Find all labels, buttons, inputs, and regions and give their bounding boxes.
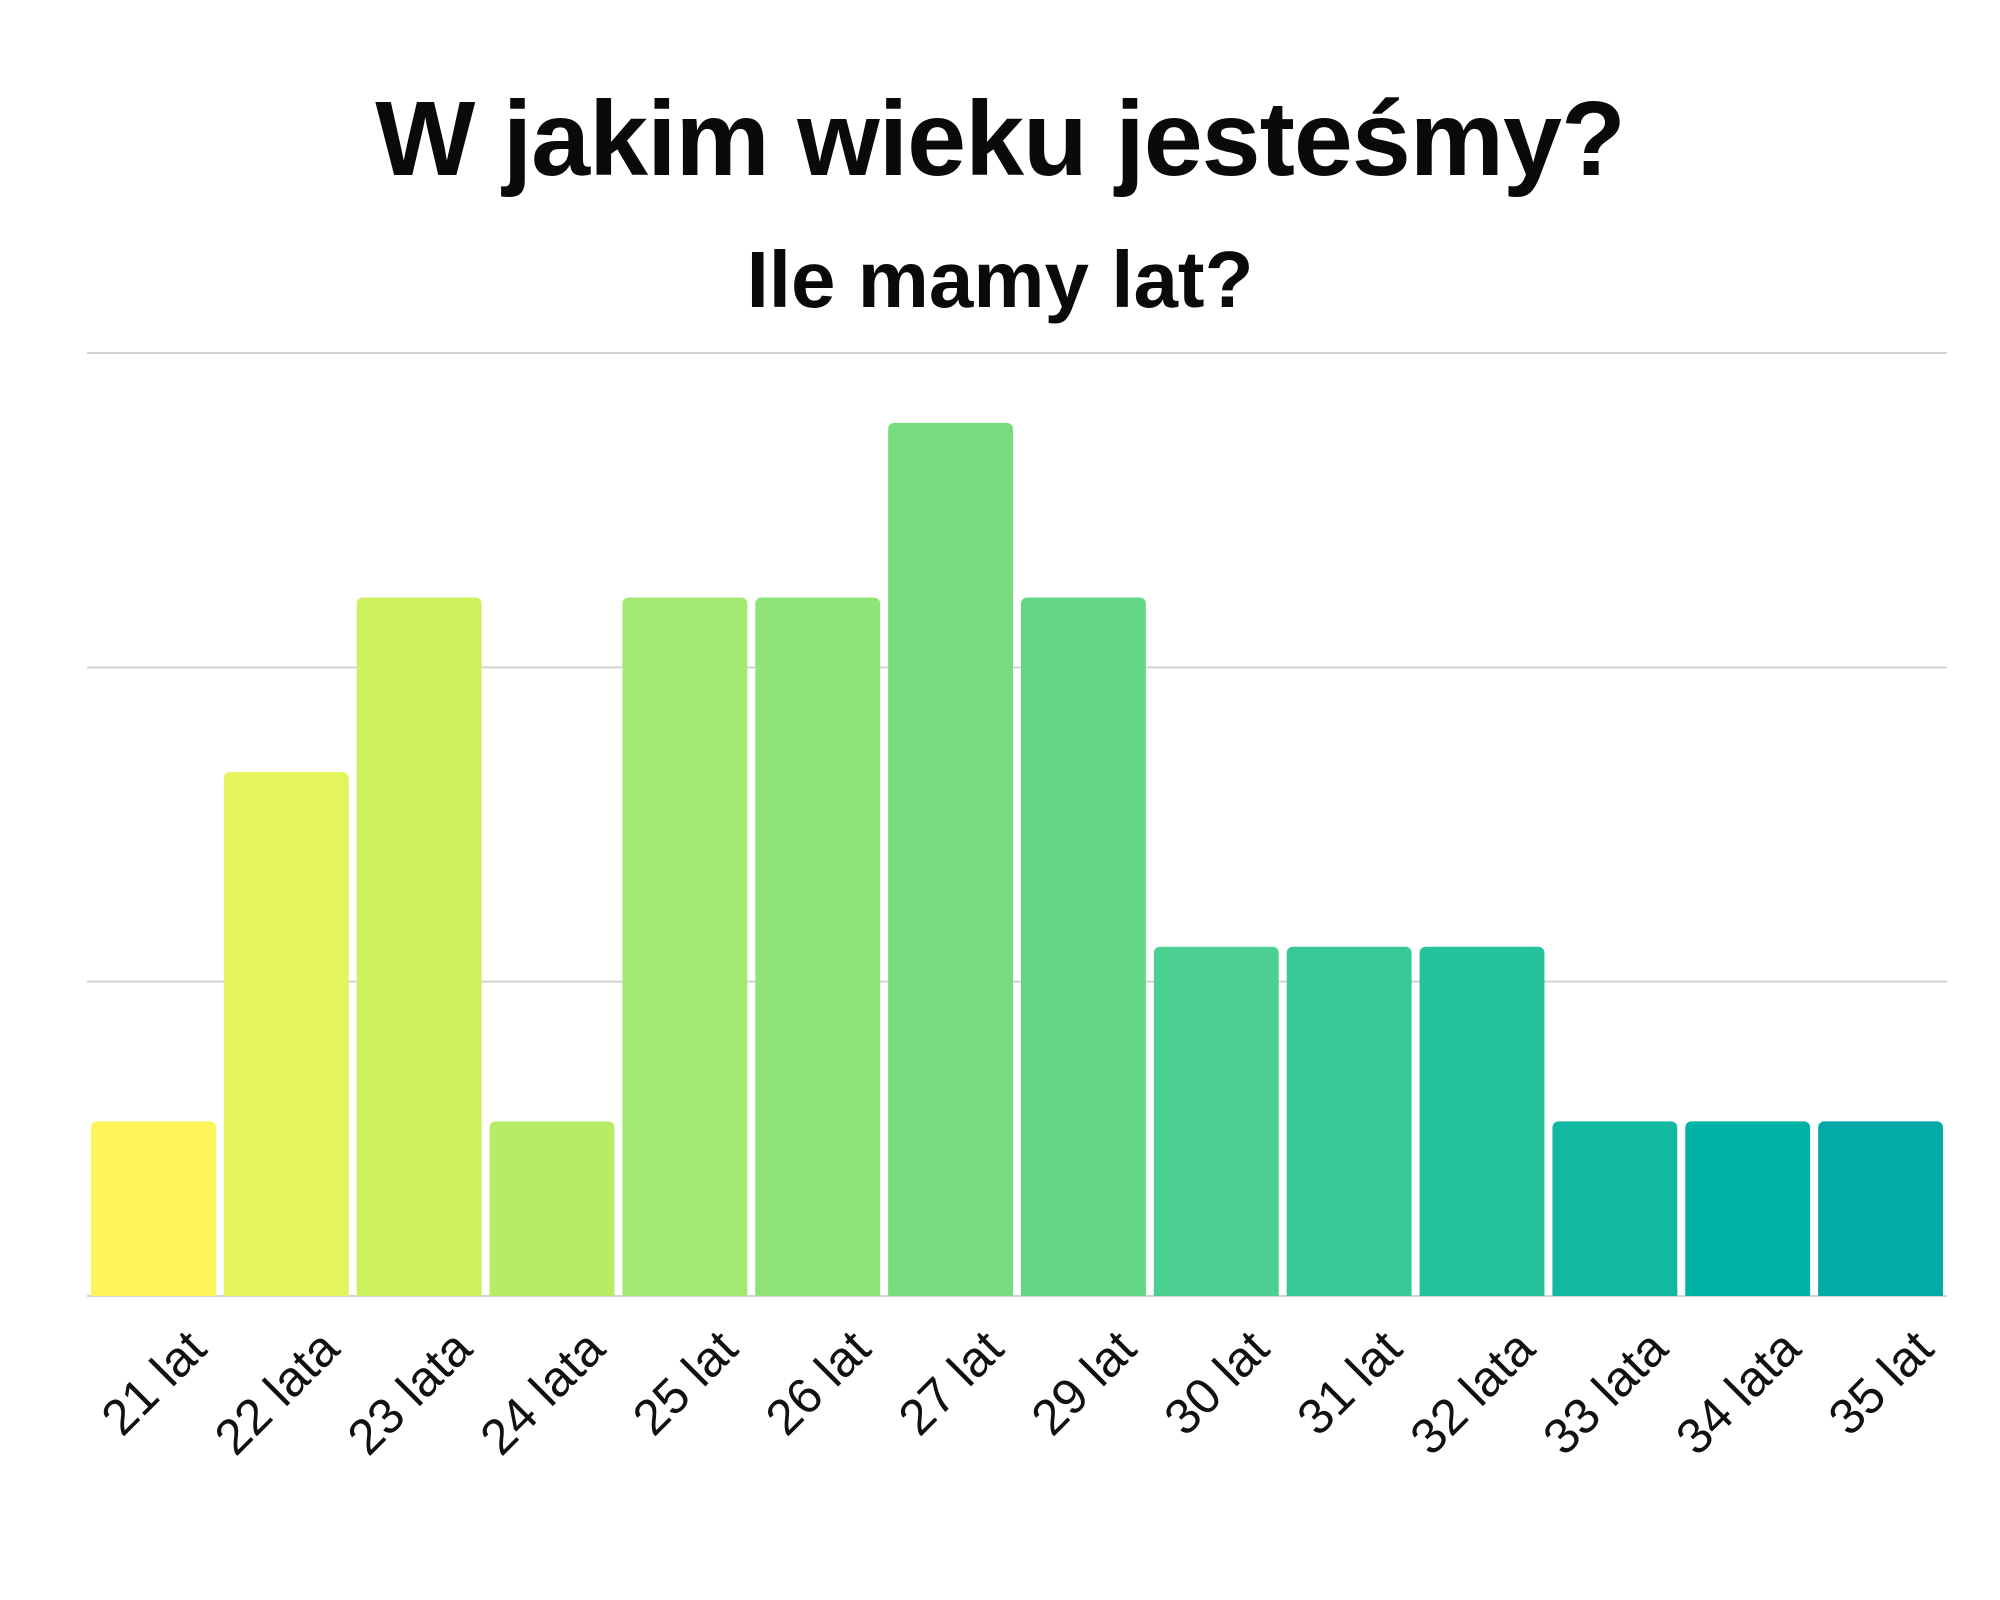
bar-33-lata	[1552, 1121, 1678, 1296]
bar-base	[1021, 1288, 1146, 1296]
bar-26-lat	[755, 597, 881, 1296]
bar-22-lata	[223, 772, 349, 1296]
chart-subtitle: Ile mamy lat?	[746, 235, 1254, 324]
bar-base	[1552, 1288, 1678, 1296]
bar-21-lat	[91, 1121, 216, 1296]
x-tick-label: 32 lata	[1399, 1320, 1545, 1466]
bar-base	[1153, 1288, 1279, 1296]
x-tick-label: 27 lat	[888, 1320, 1014, 1446]
x-tick-label: 24 lata	[469, 1320, 615, 1466]
x-tick-label: 25 lat	[622, 1320, 748, 1446]
bar-base	[1286, 1288, 1412, 1296]
bar-base	[1685, 1288, 1811, 1296]
x-tick-label: 33 lata	[1532, 1320, 1678, 1466]
x-tick-label: 21 lat	[91, 1320, 217, 1446]
bar-34-lata	[1685, 1121, 1811, 1296]
bar-base	[1419, 1288, 1545, 1296]
bar-24-lata	[489, 1121, 615, 1296]
bar-32-lata	[1419, 946, 1545, 1296]
bar-base	[489, 1288, 615, 1296]
bar-23-lata	[356, 597, 482, 1296]
bar-base	[91, 1288, 216, 1296]
bar-35-lat	[1818, 1121, 1943, 1296]
x-tick-label: 22 lata	[204, 1320, 350, 1466]
bar-31-lat	[1286, 946, 1412, 1296]
bar-29-lat	[1021, 597, 1146, 1296]
bar-base	[1818, 1288, 1943, 1296]
x-tick-label: 31 lat	[1286, 1320, 1412, 1446]
bar-30-lat	[1153, 946, 1279, 1296]
bar-base	[888, 1288, 1013, 1296]
chart-title: W jakim wieku jesteśmy?	[375, 80, 1626, 198]
bar-base	[622, 1288, 748, 1296]
x-tick-label: 35 lat	[1818, 1320, 1944, 1446]
bar-base	[356, 1288, 482, 1296]
x-tick-label: 29 lat	[1021, 1320, 1147, 1446]
x-tick-label: 30 lat	[1153, 1320, 1279, 1446]
x-tick-label: 26 lat	[755, 1320, 881, 1446]
bar-base	[223, 1288, 349, 1296]
bar-25-lat	[622, 597, 748, 1296]
x-tick-label: 23 lata	[337, 1320, 483, 1466]
x-tick-label: 34 lata	[1665, 1320, 1811, 1466]
bar-27-lat	[888, 422, 1013, 1297]
bar-base	[755, 1288, 881, 1296]
